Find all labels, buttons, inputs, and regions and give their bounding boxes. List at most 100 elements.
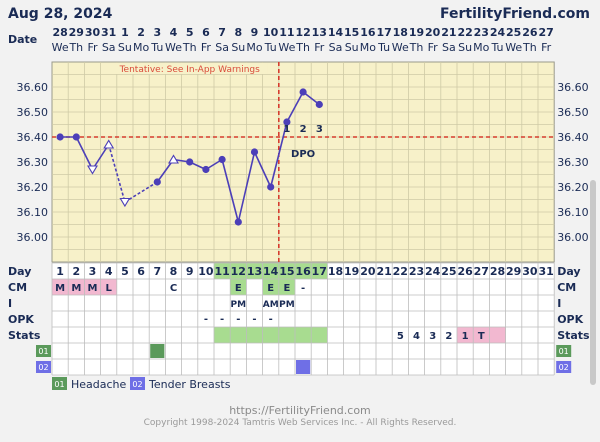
cm-value: C — [170, 283, 177, 294]
cycle-day-number: 8 — [170, 265, 178, 278]
weekday-label: Sa — [442, 41, 456, 54]
legend-label: Headache — [71, 378, 127, 391]
y-tick-left: 36.50 — [17, 106, 49, 119]
date-label: 20 — [425, 26, 441, 39]
y-tick-right: 36.00 — [557, 231, 589, 244]
cm-fertile-bg — [278, 279, 295, 295]
stats-fertile-bg — [278, 327, 295, 343]
cycle-day-number: 24 — [425, 265, 441, 278]
cycle-day-number: 15 — [279, 265, 294, 278]
row-label-left: I — [8, 297, 12, 310]
temp-line-segment — [124, 181, 158, 203]
date-label: 13 — [312, 26, 327, 39]
temp-line-segment — [75, 136, 94, 170]
cm-menses-bg — [68, 279, 85, 295]
site-name[interactable]: FertilityFriend.com — [440, 6, 590, 22]
opk-value: - — [252, 314, 256, 325]
weekday-label: Su — [458, 41, 472, 54]
temp-point — [283, 118, 291, 126]
symptom-headache-mark — [150, 344, 165, 358]
temp-point-discarded — [87, 165, 98, 175]
weekday-label: Tu — [490, 41, 503, 54]
cm-menses-bg — [84, 279, 101, 295]
stats-fertile-bg — [262, 327, 279, 343]
weekday-label: Tu — [377, 41, 390, 54]
stats-pink-bg — [489, 327, 506, 343]
row-label-right: Stats — [557, 329, 590, 342]
weekday-label: Su — [231, 41, 245, 54]
date-label: 8 — [234, 26, 242, 39]
weekday-label: We — [392, 41, 409, 54]
scrollbar[interactable] — [590, 180, 596, 385]
fertile-day-bg — [214, 263, 231, 279]
cm-value: E — [267, 283, 274, 294]
footer-url[interactable]: https://FertilityFriend.com — [229, 404, 371, 417]
fertile-day-bg — [246, 263, 263, 279]
date-label: 25 — [506, 26, 521, 39]
cycle-day-number: 11 — [214, 265, 229, 278]
dpo-number: 1 — [283, 124, 290, 135]
weekday-label: We — [52, 41, 69, 54]
weekday-label: Mo — [246, 41, 262, 54]
fertile-day-bg — [278, 263, 295, 279]
cycle-day-number: 12 — [231, 265, 246, 278]
date-label: 30 — [85, 26, 101, 39]
cycle-day-number: 23 — [409, 265, 424, 278]
y-tick-left: 36.00 — [17, 231, 49, 244]
date-label: 11 — [279, 26, 294, 39]
temp-point-discarded — [119, 197, 131, 208]
intercourse-mark: PM — [231, 300, 247, 310]
cycle-day-number: 6 — [137, 265, 145, 278]
cycle-day-number: 27 — [474, 265, 489, 278]
temp-point-discarded — [103, 139, 115, 149]
weekday-label: Th — [182, 41, 197, 54]
y-tick-left: 36.60 — [17, 81, 49, 94]
weekday-label: Tu — [264, 41, 277, 54]
y-tick-right: 36.10 — [557, 206, 589, 219]
cycle-day-number: 17 — [312, 265, 327, 278]
weekday-label: Mo — [473, 41, 489, 54]
weekday-label: Su — [118, 41, 132, 54]
row-label-left: CM — [8, 281, 27, 294]
temp-line-segment — [253, 151, 272, 188]
symptom-code-left: 01 — [38, 347, 48, 356]
cm-value: L — [106, 283, 113, 294]
y-tick-right: 36.40 — [557, 131, 589, 144]
fertile-day-bg — [262, 263, 279, 279]
y-tick-right: 36.50 — [557, 106, 589, 119]
symptom-code-badge-right — [556, 345, 572, 357]
warning-text: Tentative: See In-App Warnings — [119, 65, 261, 75]
y-tick-left: 36.20 — [17, 181, 49, 194]
weekday-label: Mo — [360, 41, 376, 54]
y-tick-left: 36.30 — [17, 156, 49, 169]
row-label-left: OPK — [8, 313, 34, 326]
fertile-day-bg — [295, 263, 312, 279]
opk-value: - — [204, 314, 208, 325]
chart-date: Aug 28, 2024 — [8, 6, 113, 22]
legend-label: Tender Breasts — [148, 378, 231, 391]
symptom-code-badge-left — [36, 361, 51, 373]
cycle-day-number: 5 — [121, 265, 129, 278]
date-label: 18 — [393, 26, 408, 39]
legend-swatch — [130, 377, 145, 390]
y-tick-right: 36.60 — [557, 81, 589, 94]
dpo-number: 3 — [316, 124, 323, 135]
stats-value: T — [478, 331, 485, 342]
stats-fertile-bg — [214, 327, 231, 343]
intercourse-mark: AM — [263, 300, 279, 310]
symptom-code-left: 02 — [38, 363, 48, 372]
cycle-day-number: 10 — [198, 265, 214, 278]
temp-point — [186, 158, 194, 166]
cycle-day-number: 21 — [376, 265, 391, 278]
temp-point-discarded — [168, 154, 179, 164]
temp-point — [202, 165, 210, 174]
row-label-left: Stats — [8, 329, 41, 342]
cycle-day-number: 29 — [506, 265, 521, 278]
weekday-label: Th — [409, 41, 424, 54]
opk-value: - — [236, 314, 240, 325]
weekday-label: Sa — [215, 41, 229, 54]
date-label: 15 — [344, 26, 359, 39]
stats-value: 1 — [462, 331, 469, 342]
weekday-label: Mo — [133, 41, 149, 54]
temp-point — [56, 133, 64, 141]
